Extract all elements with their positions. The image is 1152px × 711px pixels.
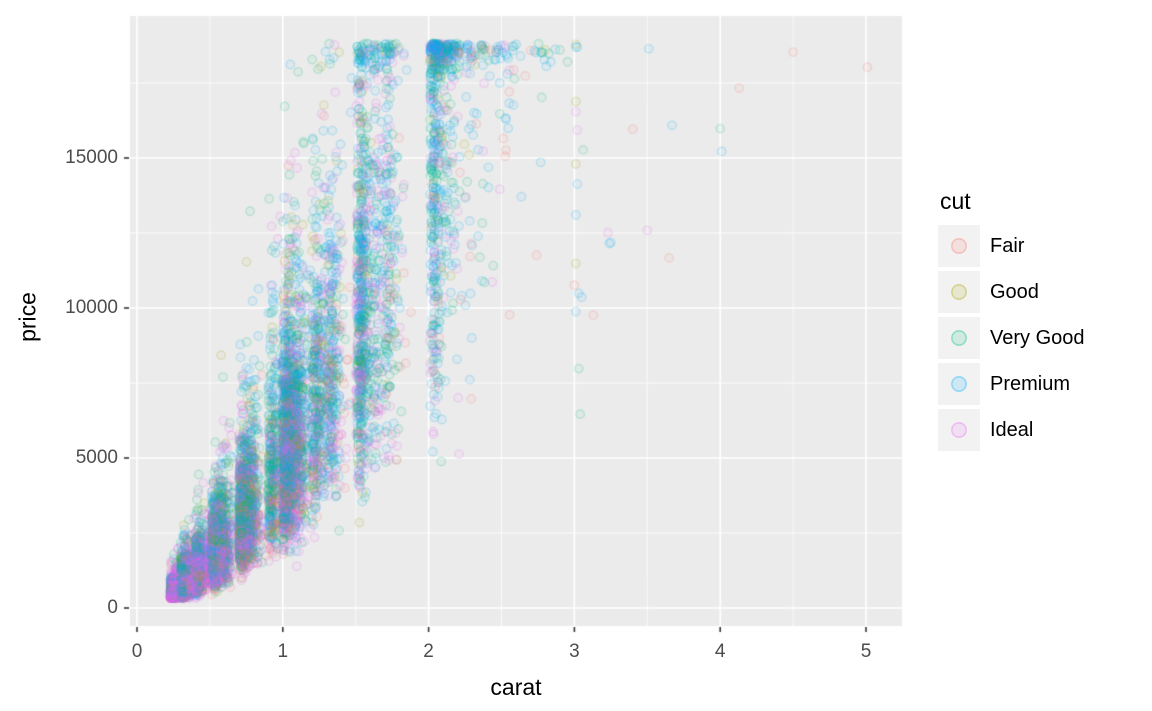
x-tick-label: 5	[860, 641, 872, 662]
x-axis-title: carat	[490, 674, 542, 700]
y-tick-label: 15000	[65, 147, 118, 168]
y-tick-label: 5000	[75, 447, 118, 468]
legend-point-icon	[951, 284, 967, 300]
legend-item: Good	[938, 271, 1085, 313]
legend-point-icon	[951, 238, 967, 254]
legend-item: Premium	[938, 363, 1085, 405]
legend-items: Fair Good Very Good Premium Ideal	[938, 225, 1085, 451]
x-tick-label: 1	[277, 641, 289, 662]
legend-point-icon	[951, 330, 967, 346]
legend-key-swatch	[938, 317, 980, 359]
legend-item: Ideal	[938, 409, 1085, 451]
x-tick-label: 0	[131, 641, 143, 662]
x-tick-label: 2	[423, 641, 434, 662]
legend-key-swatch	[938, 225, 980, 267]
legend-title: cut	[940, 188, 971, 214]
legend-point-icon	[951, 376, 967, 392]
x-tick-label: 4	[714, 641, 726, 662]
legend-key-swatch	[938, 363, 980, 405]
y-axis-title: price	[14, 292, 41, 342]
legend-point-icon	[951, 422, 967, 438]
legend-item-label: Very Good	[990, 326, 1085, 349]
legend-item: Fair	[938, 225, 1085, 267]
legend-item-label: Fair	[990, 234, 1025, 257]
legend-key-swatch	[938, 271, 980, 313]
legend-item-label: Premium	[990, 372, 1071, 395]
y-tick-label: 0	[107, 597, 118, 618]
legend-item-label: Ideal	[990, 418, 1034, 441]
legend-item-label: Good	[990, 280, 1039, 303]
y-tick-label: 10000	[65, 297, 118, 318]
legend: cut Fair Good Very Good Premium Ideal	[938, 188, 1085, 455]
legend-item: Very Good	[938, 317, 1085, 359]
legend-key-swatch	[938, 409, 980, 451]
x-tick-label: 3	[569, 641, 580, 662]
